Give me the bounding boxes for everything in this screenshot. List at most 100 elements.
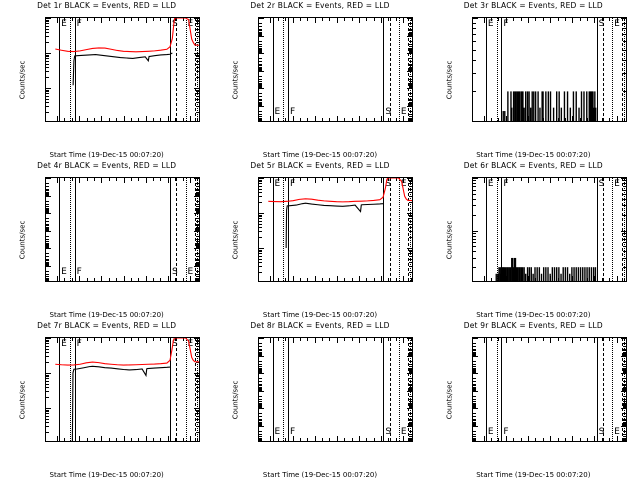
y-minor-tick xyxy=(46,19,49,21)
y-axis-label: Counts/sec xyxy=(231,60,240,100)
y-minor-tick xyxy=(259,86,263,88)
x-minor-tick xyxy=(116,438,118,441)
y-major-tick xyxy=(259,178,265,179)
y-minor-tick xyxy=(472,352,476,354)
x-minor-tick xyxy=(587,178,589,181)
y-minor-tick xyxy=(259,416,263,418)
y-minor-tick xyxy=(46,238,49,240)
x-minor-tick xyxy=(498,118,500,121)
x-major-tick xyxy=(270,116,272,121)
y-minor-tick xyxy=(259,87,263,89)
y-minor-tick xyxy=(259,388,263,390)
marker-line-dashed xyxy=(176,338,178,441)
x-minor-tick xyxy=(93,438,95,441)
x-minor-tick xyxy=(344,438,346,441)
y-minor-tick xyxy=(472,402,476,404)
marker-line-solid xyxy=(272,18,274,121)
y-minor-tick xyxy=(46,351,49,353)
x-minor-tick xyxy=(153,18,155,21)
y-minor-tick xyxy=(46,235,49,237)
x-minor-tick xyxy=(153,118,155,121)
data-traces xyxy=(268,178,413,249)
x-axis-label: Start Time (19-Dec-15 00:07:20) xyxy=(476,151,591,159)
y-minor-tick xyxy=(472,34,476,36)
y-minor-tick xyxy=(259,191,263,193)
marker-line-solid xyxy=(485,178,487,281)
x-major-tick xyxy=(550,178,552,183)
x-major-tick xyxy=(616,116,618,121)
x-minor-tick xyxy=(299,438,301,441)
series-events xyxy=(285,202,384,249)
x-minor-tick xyxy=(108,338,110,341)
y-minor-tick xyxy=(259,104,263,106)
y-minor-tick xyxy=(259,23,263,25)
y-minor-tick xyxy=(259,75,263,77)
y-minor-tick xyxy=(46,432,49,434)
y-minor-tick xyxy=(259,231,263,233)
y-minor-tick xyxy=(46,409,49,411)
x-major-tick xyxy=(528,436,529,441)
y-minor-tick xyxy=(259,386,263,388)
y-minor-tick xyxy=(46,276,49,278)
y-minor-tick xyxy=(259,78,263,80)
x-minor-tick xyxy=(491,118,493,121)
x-major-tick xyxy=(616,436,618,441)
x-minor-tick xyxy=(609,438,611,441)
y-minor-tick xyxy=(46,77,49,79)
marker-label-e: E xyxy=(187,267,194,277)
y-minor-tick xyxy=(472,385,476,387)
marker-label-e: E xyxy=(614,427,620,437)
y-minor-tick xyxy=(259,237,263,239)
x-major-tick xyxy=(616,338,618,343)
y-minor-tick xyxy=(259,372,263,374)
x-major-tick xyxy=(403,338,405,343)
y-minor-tick xyxy=(46,263,49,265)
x-major-tick xyxy=(550,338,552,343)
y-minor-tick xyxy=(259,82,263,84)
x-major-tick xyxy=(270,436,272,441)
y-minor-tick xyxy=(259,441,262,442)
y-minor-tick xyxy=(259,84,263,86)
y-minor-tick xyxy=(623,441,626,442)
x-major-tick xyxy=(616,178,618,183)
marker-line-solid xyxy=(596,178,598,281)
y-minor-tick xyxy=(259,188,263,190)
x-minor-tick xyxy=(601,278,603,281)
y-major-tick xyxy=(472,178,478,179)
y-minor-tick xyxy=(259,102,263,104)
x-major-tick xyxy=(79,436,81,441)
y-major-tick xyxy=(407,248,413,249)
x-major-tick xyxy=(594,436,596,441)
y-minor-tick xyxy=(472,433,476,435)
marker-line-dotted xyxy=(410,18,412,121)
marker-line-dotted xyxy=(398,178,400,281)
y-minor-tick xyxy=(46,194,49,196)
x-minor-tick xyxy=(175,338,177,341)
marker-line-dotted xyxy=(197,178,199,281)
panel-title: Det 7r BLACK = Events, RED = LLD xyxy=(37,321,177,330)
x-minor-tick xyxy=(587,118,589,121)
y-minor-tick xyxy=(472,440,476,441)
x-major-tick xyxy=(123,178,125,183)
y-minor-tick xyxy=(472,405,476,407)
series-lld xyxy=(268,178,413,203)
marker-line-dotted xyxy=(70,18,72,121)
y-minor-tick xyxy=(472,350,476,352)
x-minor-tick xyxy=(64,118,66,121)
x-major-tick xyxy=(79,18,81,23)
y-minor-tick xyxy=(46,383,49,385)
x-major-tick xyxy=(550,276,552,281)
x-major-tick xyxy=(167,18,169,23)
x-major-tick xyxy=(292,18,294,23)
y-minor-tick xyxy=(46,93,49,95)
x-minor-tick xyxy=(299,178,301,181)
y-major-tick xyxy=(620,18,626,19)
y-minor-tick xyxy=(259,223,263,225)
marker-line-solid xyxy=(74,178,76,281)
series-events xyxy=(71,365,171,441)
y-minor-tick xyxy=(472,418,476,420)
marker-line-dotted xyxy=(612,178,614,281)
y-minor-tick xyxy=(46,279,49,281)
y-major-tick xyxy=(407,373,413,374)
y-minor-tick xyxy=(46,261,49,263)
